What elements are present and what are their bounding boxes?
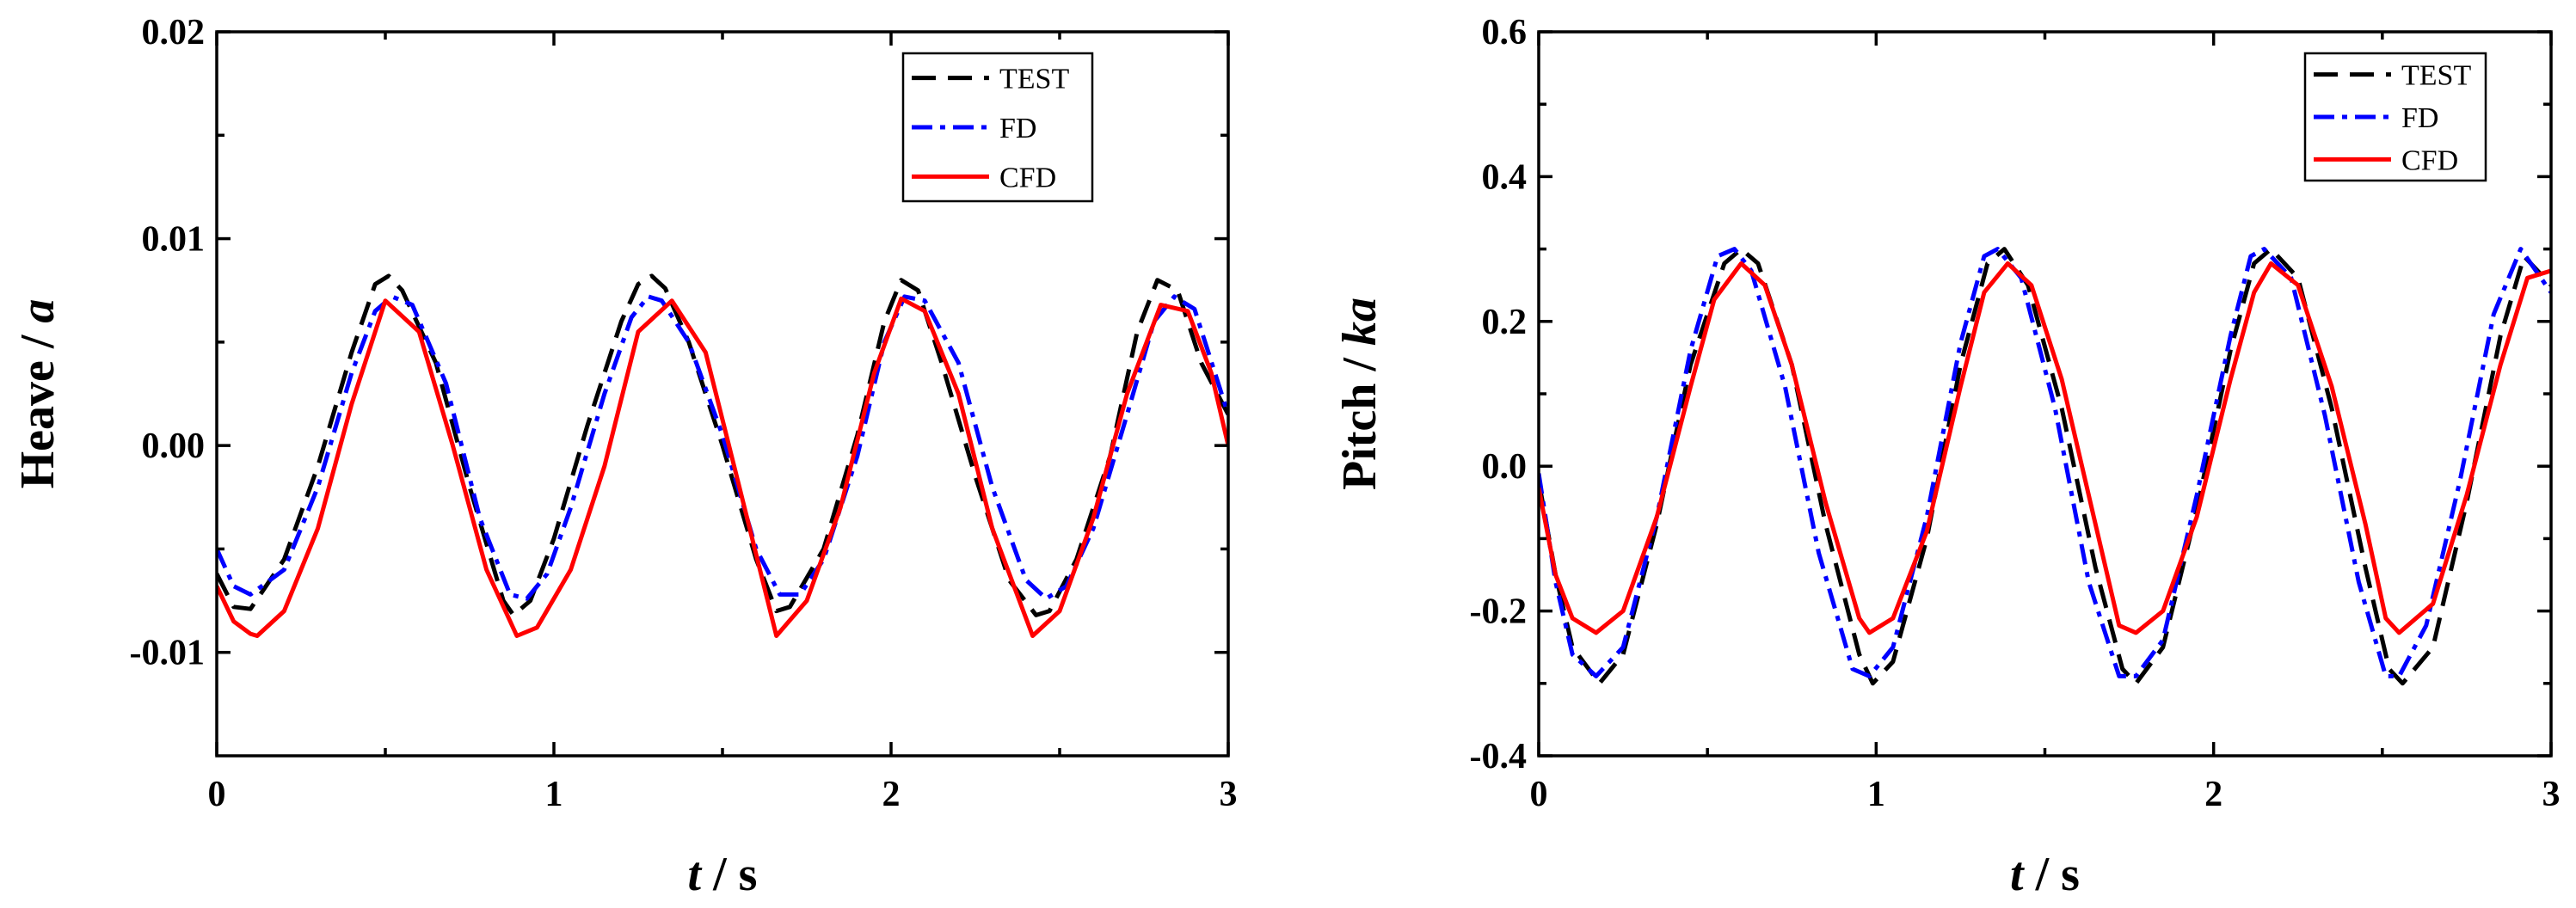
pitch-legend-label-cfd: CFD [2401, 144, 2458, 176]
heave-series-test [217, 273, 1228, 617]
pitch-y-tick-label: 0.6 [1482, 13, 1528, 52]
pitch-series-group [1539, 247, 2551, 686]
pitch-chart: 0 1 2 3 -0.4 -0.2 0.0 0.2 0.4 0.6 t / s Pitch / ka T… [1333, 13, 2561, 901]
pitch-x-axis-title: t / s [2010, 848, 2080, 901]
pitch-legend: TEST FD CFD [2303, 52, 2487, 182]
heave-series-cfd [217, 296, 1228, 638]
heave-legend: TEST FD CFD [901, 52, 1094, 203]
pitch-x-tick-label: 0 [1530, 775, 1548, 814]
heave-legend-label-fd: FD [999, 113, 1036, 144]
pitch-series-test [1539, 247, 2551, 686]
pitch-y-tick-label: 0.2 [1482, 303, 1528, 342]
heave-x-tick-label: 2 [882, 775, 901, 814]
heave-y-tick-label: -0.01 [130, 634, 206, 673]
heave-x-axis-title: t / s [688, 848, 758, 901]
pitch-y-tick-label: -0.4 [1470, 737, 1528, 776]
pitch-legend-label-test: TEST [2401, 60, 2471, 92]
heave-x-tick-label: 1 [545, 775, 563, 814]
pitch-legend-label-fd: FD [2401, 102, 2438, 134]
heave-x-tick-label: 0 [208, 775, 226, 814]
pitch-series-fd [1539, 247, 2551, 678]
pitch-y-tick-label: -0.2 [1470, 592, 1528, 632]
heave-y-tick-label: 0.02 [142, 13, 206, 52]
pitch-y-tick-label: 0.0 [1482, 447, 1528, 487]
heave-legend-label-cfd: CFD [999, 162, 1056, 193]
pitch-y-tick-label: 0.4 [1482, 157, 1528, 197]
pitch-x-tick-label: 1 [1867, 775, 1885, 814]
pitch-x-tick-label: 3 [2542, 775, 2561, 814]
pitch-y-axis-title: Pitch / ka [1333, 298, 1386, 490]
heave-y-axis-title: Heave / a [11, 299, 65, 489]
pitch-series-cfd [1539, 261, 2551, 635]
heave-series-group [217, 273, 1228, 638]
heave-legend-label-test: TEST [999, 64, 1069, 95]
heave-y-tick-label: 0.01 [142, 220, 206, 260]
heave-y-tick-label: 0.00 [142, 426, 206, 466]
heave-x-tick-label: 3 [1220, 775, 1238, 814]
heave-chart: 0 1 2 3 -0.01 0.00 0.01 0.02 t / s Heave / a TEST F… [11, 13, 1238, 901]
pitch-x-tick-label: 2 [2204, 775, 2222, 814]
